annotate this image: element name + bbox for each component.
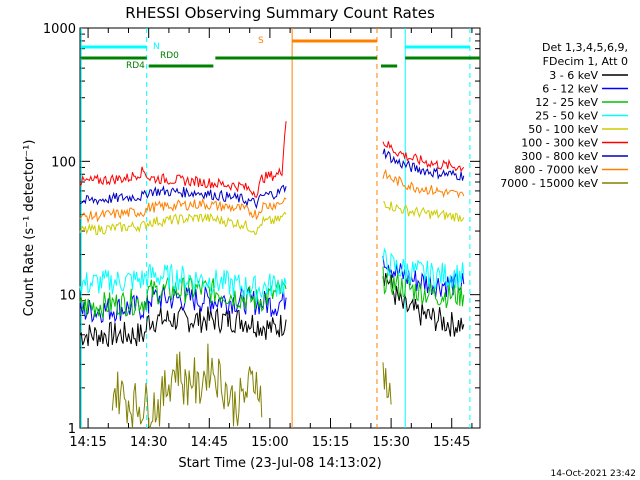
x-tick-label: 15:30: [372, 435, 409, 450]
series-7000-15000kev: [111, 343, 392, 430]
legend-label: 50 - 100 keV: [528, 123, 598, 136]
y-tick-label: 1: [68, 422, 76, 437]
x-tick-label: 15:15: [312, 435, 349, 450]
series-100-300kev: [79, 121, 465, 198]
series-800-7000kev: [79, 168, 465, 224]
footer-timestamp: 14-Oct-2021 23:42: [551, 469, 636, 479]
x-tick-label: 14:45: [191, 435, 228, 450]
flag-annotation-s: S: [258, 36, 264, 46]
flag-annotation-rd0: RD0: [160, 51, 179, 61]
x-tick-label: 14:15: [69, 435, 106, 450]
y-tick-label: 100: [51, 155, 76, 170]
flag-annotation-rd4: RD4: [126, 61, 145, 71]
legend-label: 12 - 25 keV: [535, 96, 598, 109]
plot-frame: [79, 27, 481, 429]
legend-label: 800 - 7000 keV: [514, 164, 598, 177]
series-25-50kev: [79, 247, 465, 303]
legend-label: 6 - 12 keV: [542, 83, 598, 96]
x-tick-label: 15:00: [251, 435, 288, 450]
series-line: [382, 148, 465, 181]
legend-label: 100 - 300 keV: [521, 137, 598, 150]
series-line: [382, 247, 465, 290]
legend-header-line-1: Det 1,3,4,5,6,9,: [542, 41, 628, 54]
legend-header-line-2: FDecim 1, Att 0: [543, 55, 628, 68]
series-line: [382, 168, 465, 199]
series-line: [79, 197, 287, 224]
series-line: [79, 184, 287, 210]
y-tick-label: 10: [59, 289, 76, 304]
series-line: [79, 211, 287, 236]
flag-annotation-n: N: [153, 42, 160, 52]
series-line: [382, 256, 465, 298]
series-line: [79, 263, 287, 303]
legend-label: 3 - 6 keV: [549, 69, 598, 82]
series-12-25kev: [79, 266, 465, 319]
legend-label: 300 - 800 keV: [521, 150, 598, 163]
y-axis-label: Count Rate (s⁻¹ detector⁻¹): [22, 140, 37, 317]
series-line: [79, 121, 287, 198]
series-line: [111, 343, 263, 430]
legend-label: 7000 - 15000 keV: [500, 177, 598, 190]
plot-area: 1 10 100 1000 14:15 14:30 14:45 15:00 15:15 15:30…: [43, 22, 628, 450]
series-line: [382, 141, 465, 173]
series-line: [382, 362, 392, 405]
x-axis-label: Start Time (23-Jul-08 14:13:02): [178, 456, 381, 471]
y-tick-label: 1000: [43, 22, 76, 37]
series-50-100kev: [79, 201, 465, 236]
series-line: [79, 285, 287, 324]
series-300-800kev: [79, 148, 465, 210]
chart-title: RHESSI Observing Summary Count Rates: [125, 4, 435, 22]
series-line: [79, 274, 287, 319]
series-line: [382, 272, 465, 337]
x-tick-label: 14:30: [130, 435, 167, 450]
series-line: [382, 201, 465, 223]
series-line: [382, 266, 465, 309]
x-tick-label: 15:45: [433, 435, 470, 450]
legend-label: 25 - 50 keV: [535, 110, 598, 123]
